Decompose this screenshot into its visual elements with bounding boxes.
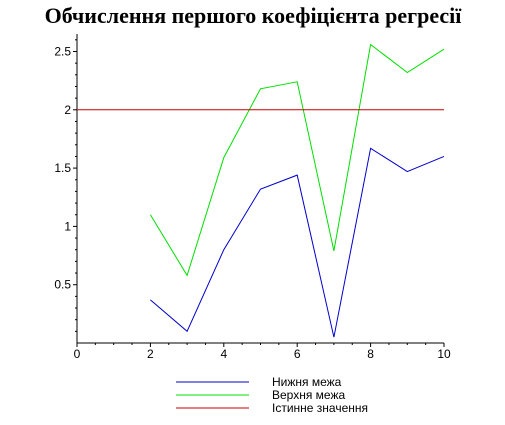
x-tick-label: 4 bbox=[220, 347, 227, 361]
chart-title: Обчислення першого коефіцієнта регресії bbox=[45, 3, 463, 28]
x-tick-label: 0 bbox=[74, 347, 81, 361]
legend-label-1: Нижня межа bbox=[272, 375, 342, 389]
x-tick-label: 2 bbox=[147, 347, 154, 361]
series-line-2 bbox=[149, 43, 445, 277]
x-tick-label: 10 bbox=[437, 347, 451, 361]
y-tick-label: 2 bbox=[64, 103, 71, 117]
legend-label-3: Істинне значення bbox=[272, 401, 368, 415]
y-tick-label: 2.5 bbox=[54, 44, 71, 58]
legend-label-2: Верхня межа bbox=[272, 388, 345, 402]
x-tick-label: 8 bbox=[367, 347, 374, 361]
series-line-1 bbox=[150, 147, 445, 338]
axes: 0 2 4 6 8 10 0.5 1 1.5 2 2.5 bbox=[54, 34, 451, 361]
series-group bbox=[77, 43, 445, 338]
x-tick-label: 6 bbox=[294, 347, 301, 361]
y-tick-label: 1.5 bbox=[54, 161, 71, 175]
y-tick-label: 0.5 bbox=[54, 278, 71, 292]
y-tick-label: 1 bbox=[64, 219, 71, 233]
